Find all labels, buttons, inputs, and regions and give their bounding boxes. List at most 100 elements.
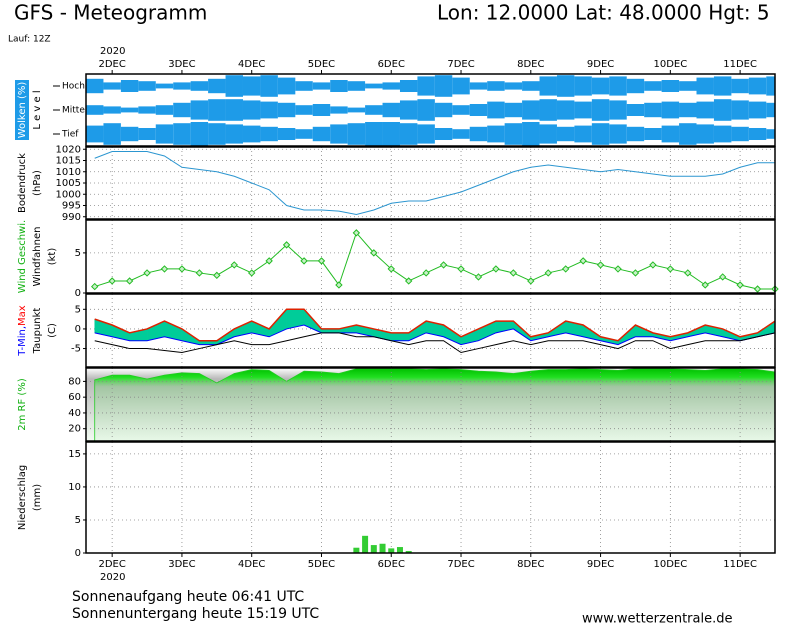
panel-frame	[85, 441, 776, 554]
cloud-cover	[242, 76, 261, 96]
cloud-cover	[661, 125, 680, 143]
cloud-cover	[312, 82, 331, 90]
precip-bar	[396, 547, 403, 553]
cloud-cover	[556, 126, 575, 142]
y-axis-label: (kt)	[47, 248, 58, 266]
y-tick-label: 0	[75, 548, 81, 559]
x-tick-label-bottom: 2DEC	[98, 559, 125, 570]
marker	[195, 269, 204, 277]
y-tick-label: 60	[68, 392, 81, 403]
marker	[474, 273, 483, 281]
cloud-cover	[504, 82, 523, 90]
marker	[684, 269, 692, 277]
cloud-cover	[86, 105, 104, 115]
cloud-cover	[330, 106, 348, 114]
cloud-cover	[679, 81, 697, 91]
cloud-cover	[417, 99, 435, 121]
y-axis-label-part: T-Min,	[17, 326, 28, 357]
x-tick-label-bottom: 9DEC	[587, 559, 614, 570]
cloud-cover	[556, 100, 575, 120]
cloud-cover	[679, 123, 697, 145]
precip-bar	[362, 535, 369, 553]
cloud-cover	[120, 107, 139, 113]
cloud-cover	[522, 81, 540, 91]
cloud-cover	[208, 99, 226, 121]
marker	[265, 257, 273, 265]
cloud-cover	[713, 125, 732, 143]
marker	[492, 265, 500, 273]
rh-area	[94, 368, 776, 442]
y-axis-label: Bodendruck	[17, 153, 28, 213]
cloud-cover	[277, 77, 296, 95]
marker	[614, 265, 622, 273]
y-tick-label: -5	[71, 344, 81, 355]
cloud-cover	[173, 123, 191, 145]
marker	[457, 265, 465, 273]
marker	[753, 285, 762, 293]
panel-background	[86, 220, 775, 293]
y-axis-label-part: (kt)	[47, 248, 58, 266]
y-axis-label-part: (C)	[47, 323, 58, 338]
cloud-cover	[173, 102, 191, 118]
y-axis-label: (hPa)	[32, 170, 43, 196]
x-tick-label-top: 5DEC	[308, 59, 335, 70]
cloud-cover	[748, 77, 767, 95]
marker	[335, 281, 343, 289]
cloud-cover	[242, 100, 261, 120]
x-tick-label-bottom: 7DEC	[447, 559, 474, 570]
y-tick-label: 0	[75, 288, 81, 299]
cloud-cover	[626, 104, 645, 116]
marker	[579, 257, 587, 265]
cloud-cover	[312, 126, 331, 142]
x-tick-label-top: 9DEC	[587, 59, 614, 70]
cloud-cover	[504, 102, 523, 118]
x-tick-label-bottom: 4DEC	[238, 559, 265, 570]
cloud-cover	[539, 76, 557, 96]
y-axis-label: Niederschlag	[17, 465, 28, 530]
cloud-cover	[347, 107, 366, 113]
temp-band	[391, 332, 409, 341]
cloud-cover	[190, 100, 209, 120]
cloud-cover	[469, 126, 488, 142]
temp-line	[94, 332, 776, 354]
marker	[718, 273, 727, 281]
cloud-cover	[330, 80, 348, 92]
cloud-cover	[190, 81, 209, 91]
cloud-cover	[731, 100, 749, 120]
y-tick-label: 20	[68, 424, 81, 435]
cloud-cover	[365, 83, 383, 89]
cloud-cover	[103, 123, 121, 145]
marker	[439, 261, 448, 269]
cloud-cover	[556, 75, 575, 97]
cloud-cover	[487, 101, 505, 119]
cloud-cover	[277, 102, 296, 118]
x-tick-label-top: 4DEC	[238, 59, 265, 70]
cloud-cover	[382, 82, 400, 90]
cloud-cover	[574, 125, 592, 143]
y-axis-label: T-Min,Max	[17, 305, 28, 356]
cloud-cover	[138, 106, 156, 114]
cloud-cover	[696, 101, 714, 119]
cloud-cover	[626, 126, 645, 142]
marker	[178, 265, 186, 273]
cloud-cover	[434, 75, 453, 97]
cloud-cover	[382, 102, 400, 118]
cloud-cover	[766, 129, 775, 139]
y-axis-label: Taupunkt	[32, 308, 43, 355]
x-tick-label-top: 6DEC	[378, 59, 405, 70]
y-axis-label-part: Bodendruck	[17, 153, 28, 213]
cloud-cover	[120, 80, 139, 92]
marker	[230, 261, 238, 269]
y-tick-label: 0	[75, 324, 81, 335]
y-axis-label-part: Wind Geschwi.	[17, 220, 28, 293]
cloud-cover	[609, 124, 627, 144]
cloud-cover	[103, 106, 121, 114]
cloud-cover	[330, 124, 348, 144]
cloud-cover	[696, 124, 714, 144]
x-tick-label-top: 10DEC	[653, 59, 687, 70]
marker	[143, 269, 151, 277]
cloud-cover	[225, 99, 243, 121]
cloud-cover	[399, 100, 418, 120]
y-axis-label-part: (hPa)	[32, 170, 43, 196]
